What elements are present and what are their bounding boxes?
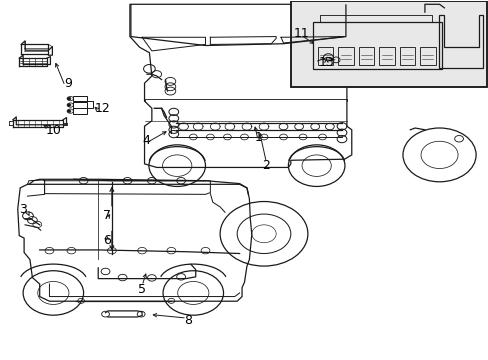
Bar — [399, 47, 414, 65]
Circle shape — [67, 97, 71, 100]
Text: 5: 5 — [138, 283, 146, 296]
Bar — [358, 47, 373, 65]
Text: 9: 9 — [64, 77, 72, 90]
Text: 4: 4 — [142, 134, 150, 147]
Text: 3: 3 — [19, 203, 26, 216]
Bar — [290, 1, 487, 87]
Bar — [337, 47, 353, 65]
Bar — [317, 47, 332, 65]
Text: 6: 6 — [103, 234, 111, 247]
Text: 1: 1 — [254, 131, 262, 144]
Text: 8: 8 — [184, 314, 192, 327]
Bar — [73, 102, 86, 108]
Circle shape — [67, 104, 71, 107]
Bar — [73, 96, 86, 101]
Text: 12: 12 — [94, 103, 110, 116]
Text: 2: 2 — [262, 159, 270, 172]
Text: 10: 10 — [45, 124, 61, 137]
Text: 13: 13 — [318, 56, 334, 69]
Circle shape — [67, 110, 71, 113]
Bar — [378, 47, 394, 65]
Text: 7: 7 — [103, 210, 111, 222]
Bar — [73, 108, 86, 114]
Bar — [419, 47, 435, 65]
Text: 11: 11 — [294, 27, 309, 40]
Bar — [312, 22, 441, 69]
